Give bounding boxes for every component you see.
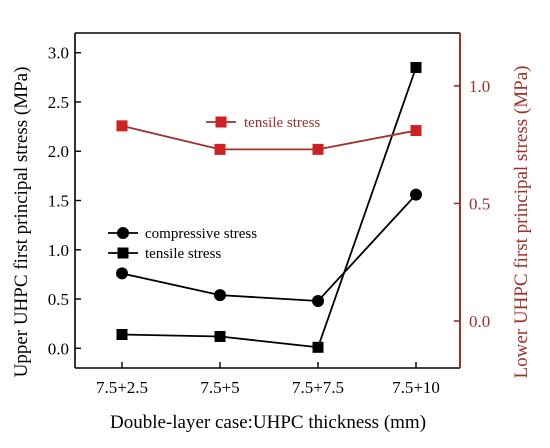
x-tick-label: 7.5+7.5 bbox=[292, 378, 344, 397]
data-point bbox=[312, 295, 324, 307]
legend-marker bbox=[117, 227, 129, 239]
legend-label: tensile stress bbox=[244, 115, 320, 131]
left-y-tick-label: 0.5 bbox=[48, 290, 69, 309]
legend-marker bbox=[117, 247, 129, 259]
data-point bbox=[410, 61, 422, 73]
data-point bbox=[116, 329, 128, 340]
legend-label: tensile stress bbox=[145, 246, 221, 262]
plot-area: 0.0 0.5 1.0 1.5 2.0 2.5 3.0 0.0 0.5 1.0 7.5+2.5 7.5… bbox=[48, 32, 490, 397]
legend-label: compressive stress bbox=[145, 226, 257, 242]
data-point bbox=[214, 330, 226, 342]
data-point bbox=[214, 143, 226, 155]
data-point bbox=[312, 341, 324, 353]
left-y-tick-label: 2.5 bbox=[48, 93, 69, 112]
series-line bbox=[121, 67, 417, 349]
legend-marker bbox=[215, 116, 227, 128]
right-y-tick-label: 1.0 bbox=[469, 77, 490, 96]
left-y-tick-label: 1.0 bbox=[48, 241, 69, 260]
data-point bbox=[312, 143, 324, 155]
data-point bbox=[410, 188, 422, 201]
left-y-tick-label: 0.0 bbox=[48, 339, 69, 358]
right-y-tick-label: 0.5 bbox=[469, 194, 490, 213]
data-point bbox=[116, 267, 128, 280]
left-y-tick-label: 2.0 bbox=[48, 142, 69, 161]
data-point bbox=[116, 120, 128, 132]
right-y-tick-label: 0.0 bbox=[469, 312, 490, 331]
left-y-tick-label: 1.5 bbox=[48, 192, 69, 211]
series-line bbox=[121, 193, 417, 302]
series-line bbox=[121, 124, 417, 151]
left-y-axis-label: Upper UHPC first principal stress (MPa) bbox=[11, 67, 32, 378]
x-tick-label: 7.5+2.5 bbox=[96, 378, 148, 397]
x-tick-label: 7.5+10 bbox=[392, 378, 440, 397]
data-point bbox=[410, 125, 422, 137]
data-point bbox=[214, 289, 226, 302]
x-tick-label: 7.5+5 bbox=[200, 378, 239, 397]
x-axis-label: Double-layer case:UHPC thickness (mm) bbox=[110, 412, 426, 433]
left-y-tick-label: 3.0 bbox=[48, 44, 69, 63]
right-y-axis-label: Lower UHPC first principal stress (MPa) bbox=[511, 66, 532, 379]
